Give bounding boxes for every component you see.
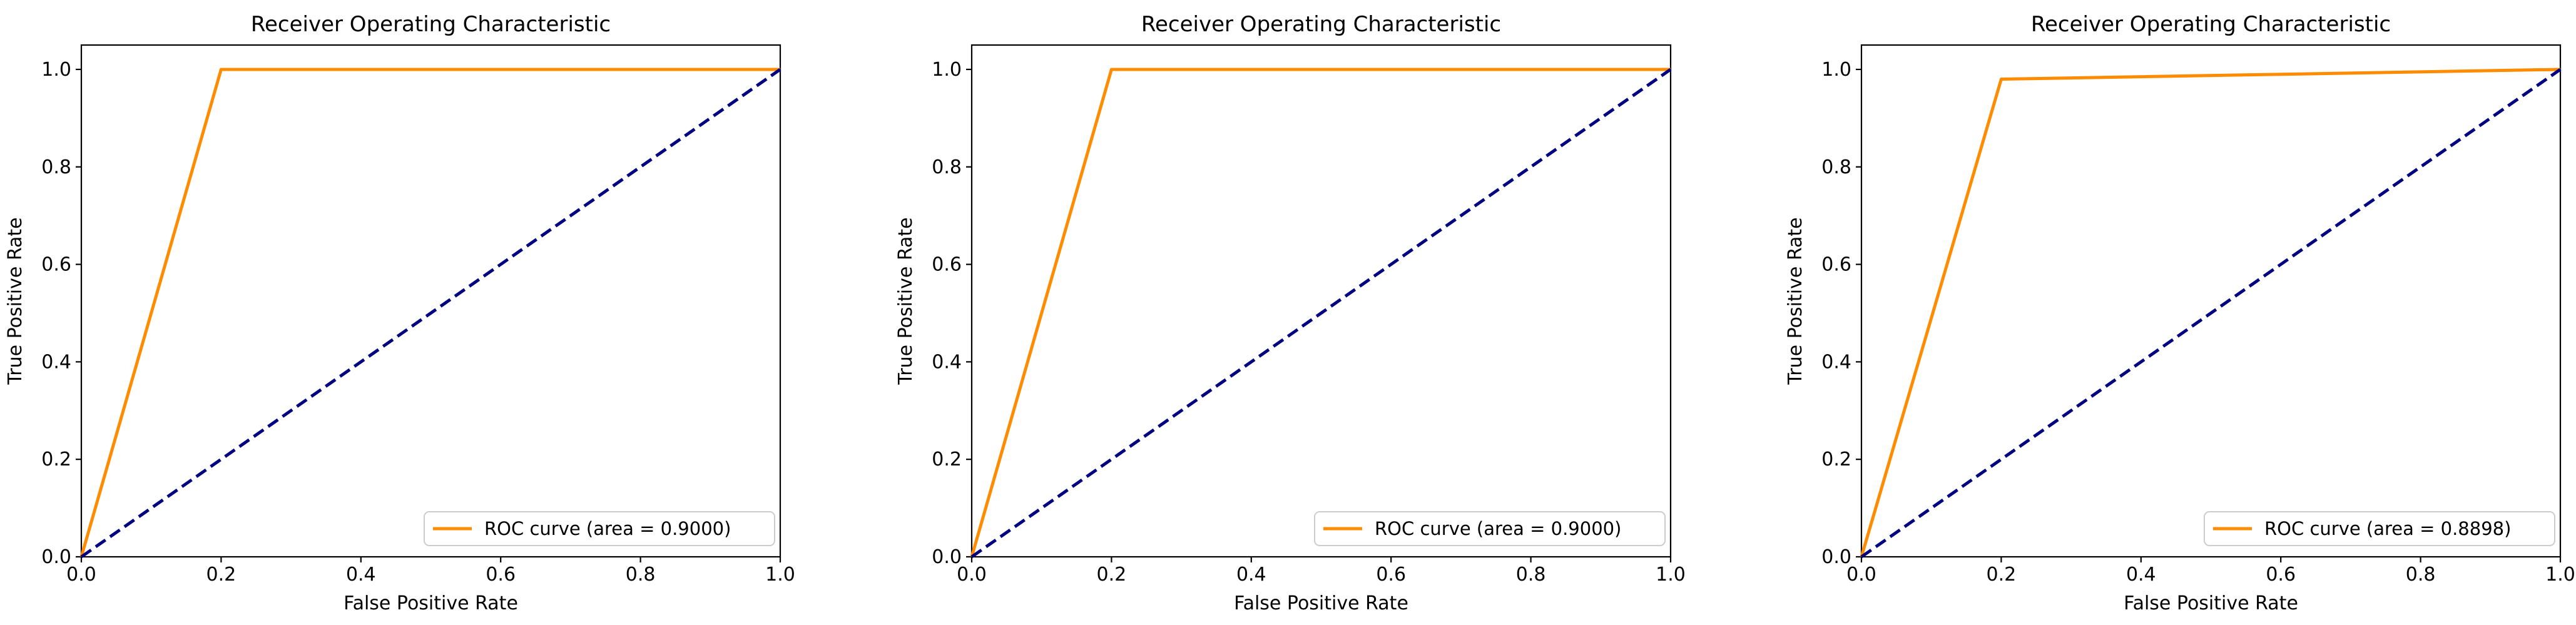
y-tick-label: 1.0 — [1821, 59, 1851, 81]
roc-curve-line — [970, 68, 1671, 557]
y-tick-label: 0.0 — [41, 546, 71, 568]
y-tick-label: 0.2 — [932, 449, 962, 470]
y-tick-label: 0.8 — [932, 156, 962, 178]
y-tick-label: 0.4 — [41, 351, 71, 373]
x-tick-label: 0.0 — [957, 564, 987, 586]
y-tick-label: 0.4 — [932, 351, 962, 373]
axes-frame — [80, 44, 781, 558]
legend-box — [1314, 511, 1666, 546]
roc-chart-panel-1: Receiver Operating Characteristic 0.0 0.2 0… — [4, 12, 795, 614]
roc-curve-line — [79, 68, 780, 557]
x-tick-label: 0.6 — [2266, 564, 2296, 586]
x-axis-label: False Positive Rate — [1234, 592, 1408, 614]
y-tick-label: 0.4 — [1821, 351, 1851, 373]
chance-diagonal-line — [1860, 68, 2562, 559]
x-axis-label: False Positive Rate — [344, 592, 518, 614]
y-tick-label: 0.6 — [41, 254, 71, 276]
y-tick-label: 1.0 — [41, 59, 71, 81]
x-tick-label: 0.6 — [1376, 564, 1406, 586]
y-tick-label: 0.0 — [932, 546, 962, 568]
chart-title: Receiver Operating Characteristic — [2031, 12, 2391, 37]
x-tick-label: 0.4 — [2126, 564, 2156, 586]
y-tick-label: 0.0 — [1821, 546, 1851, 568]
y-tick-label: 0.8 — [1821, 156, 1851, 178]
legend-box — [2204, 511, 2555, 546]
legend-label: ROC curve (area = 0.8898) — [2264, 518, 2511, 539]
y-tick-label: 0.6 — [1821, 254, 1851, 276]
x-tick-label: 0.8 — [1516, 564, 1546, 586]
y-axis-label: True Positive Rate — [1784, 217, 1806, 385]
x-tick-label: 0.4 — [346, 564, 376, 586]
roc-chart-panel-3: Receiver Operating Characteristic 0.0 0.2 0… — [1784, 12, 2575, 614]
y-tick-label: 0.6 — [932, 254, 962, 276]
y-tick-label: 0.8 — [41, 156, 71, 178]
y-tick-label: 0.2 — [1821, 449, 1851, 470]
x-tick-label: 1.0 — [765, 564, 795, 586]
x-tick-label: 1.0 — [2545, 564, 2575, 586]
x-tick-label: 0.8 — [626, 564, 656, 586]
y-tick-label: 0.2 — [41, 449, 71, 470]
x-tick-label: 0.6 — [486, 564, 516, 586]
x-tick-label: 0.0 — [1846, 564, 1876, 586]
y-axis-label: True Positive Rate — [895, 217, 917, 385]
x-tick-label: 0.2 — [1097, 564, 1127, 586]
y-axis-label: True Positive Rate — [4, 217, 26, 385]
chance-diagonal-line — [970, 68, 1672, 559]
axes-frame — [970, 44, 1672, 558]
legend-label: ROC curve (area = 0.9000) — [1375, 518, 1621, 539]
legend-box — [424, 511, 775, 546]
axes-frame — [1860, 44, 2562, 558]
y-tick-label: 1.0 — [932, 59, 962, 81]
x-tick-label: 0.4 — [1236, 564, 1266, 586]
x-tick-label: 0.2 — [1987, 564, 2017, 586]
x-tick-label: 0.8 — [2406, 564, 2436, 586]
x-axis-label: False Positive Rate — [2124, 592, 2298, 614]
roc-curve-line — [1860, 68, 2561, 557]
chart-title: Receiver Operating Characteristic — [1141, 12, 1501, 37]
x-tick-label: 1.0 — [1656, 564, 1686, 586]
x-tick-label: 0.2 — [206, 564, 237, 586]
x-tick-label: 0.0 — [66, 564, 96, 586]
legend-label: ROC curve (area = 0.9000) — [484, 518, 731, 539]
chart-title: Receiver Operating Characteristic — [251, 12, 611, 37]
roc-chart-panel-2: Receiver Operating Characteristic 0.0 0.2 0… — [895, 12, 1686, 614]
chance-diagonal-line — [80, 68, 781, 559]
